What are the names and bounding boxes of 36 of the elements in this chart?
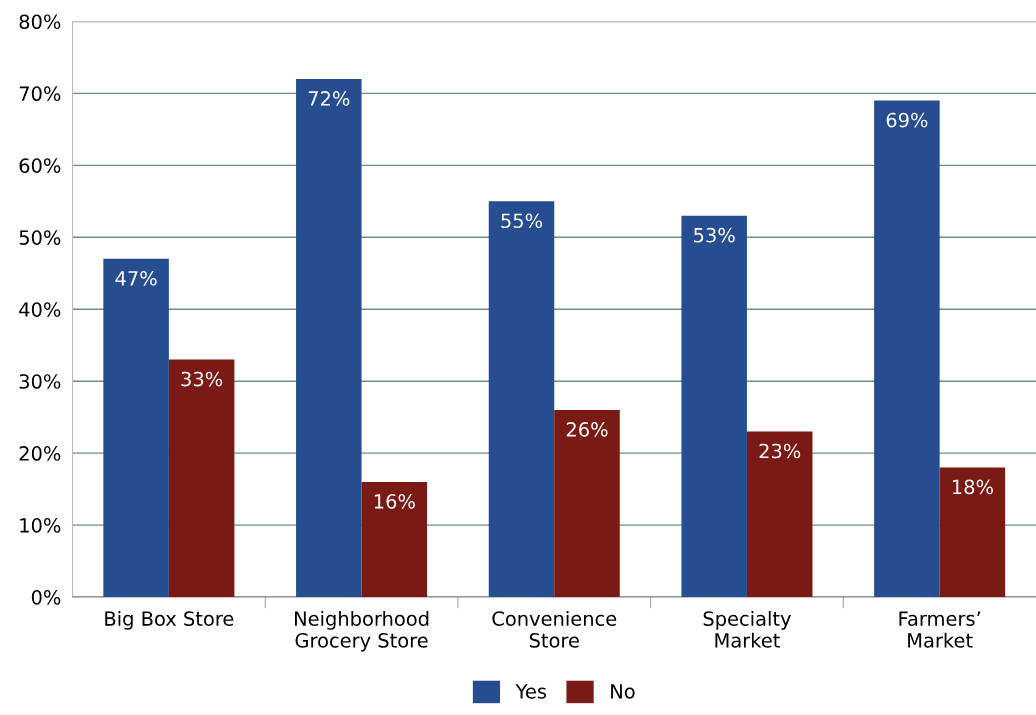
bar bbox=[296, 79, 362, 598]
data-label: 47% bbox=[115, 270, 157, 286]
x-tick-label: Convenience Store bbox=[492, 610, 617, 648]
legend-label: Yes bbox=[515, 684, 547, 699]
data-label: 69% bbox=[886, 112, 928, 128]
y-tick-label: 50% bbox=[19, 230, 61, 245]
bar bbox=[103, 258, 169, 598]
y-tick-label: 20% bbox=[19, 446, 61, 461]
bar bbox=[554, 409, 620, 598]
bar bbox=[681, 215, 747, 598]
y-tick-label: 0% bbox=[31, 589, 61, 605]
x-tick-label: Specialty Market bbox=[703, 610, 791, 648]
data-label: 33% bbox=[181, 371, 223, 387]
data-label: 53% bbox=[694, 227, 735, 243]
bar bbox=[939, 467, 1006, 598]
x-tick-label: Big Box Store bbox=[105, 610, 234, 630]
data-label: 26% bbox=[566, 422, 608, 437]
x-tick-label: Farmers’ Market bbox=[899, 611, 981, 648]
data-label: 16% bbox=[374, 493, 415, 509]
data-label: 72% bbox=[308, 91, 350, 106]
legend-label: No bbox=[611, 684, 635, 699]
bar bbox=[488, 201, 555, 598]
y-tick-label: 10% bbox=[20, 518, 61, 533]
y-tick-label: 60% bbox=[19, 158, 61, 174]
bar bbox=[168, 359, 235, 598]
data-label: 23% bbox=[759, 443, 801, 459]
data-label: 18% bbox=[952, 479, 993, 495]
y-tick-label: 30% bbox=[19, 374, 61, 389]
bar bbox=[874, 100, 940, 598]
y-tick-label: 40% bbox=[19, 302, 61, 317]
bar bbox=[361, 481, 428, 598]
data-label: 55% bbox=[501, 213, 543, 229]
y-tick-label: 70% bbox=[19, 86, 61, 102]
bar bbox=[746, 431, 813, 598]
y-tick-label: 80% bbox=[19, 14, 61, 30]
x-tick-label: Neighborhood Grocery Store bbox=[295, 610, 429, 652]
